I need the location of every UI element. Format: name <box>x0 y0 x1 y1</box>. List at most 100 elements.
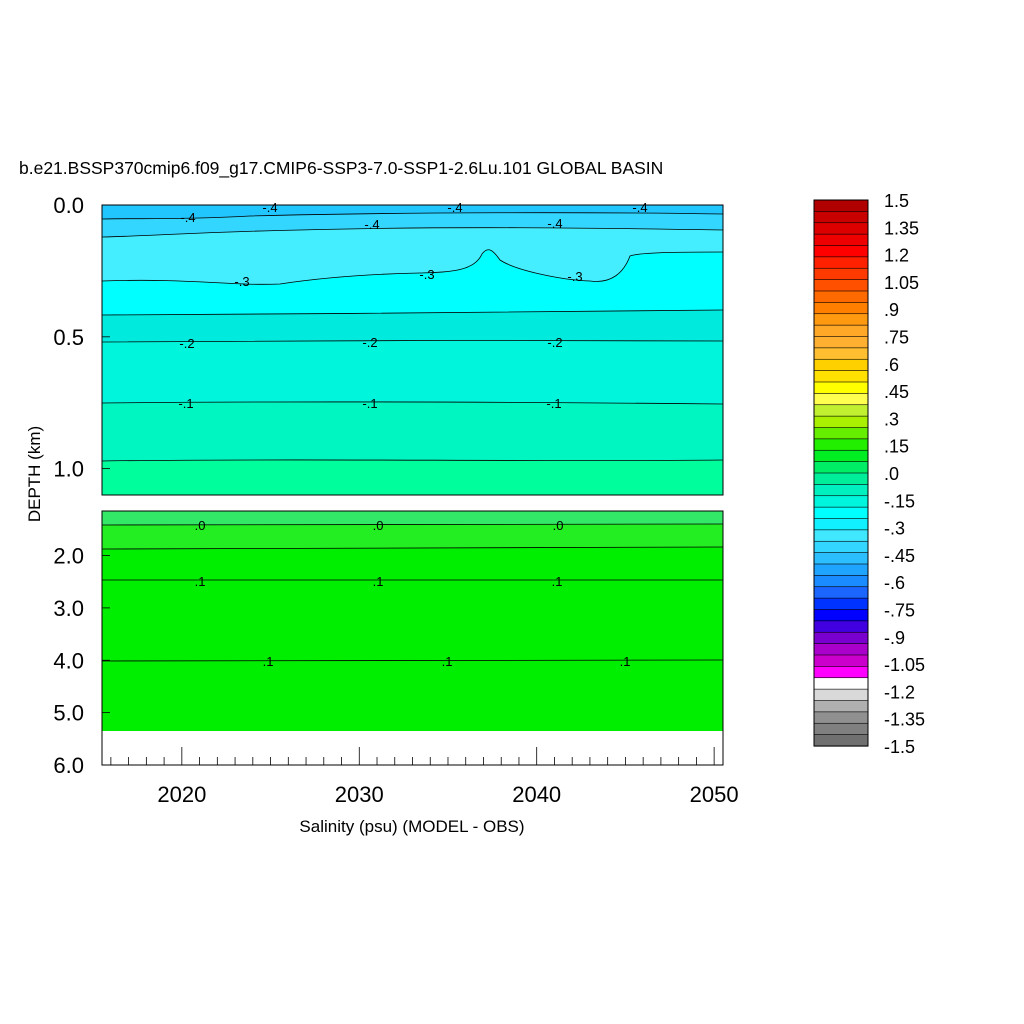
contour-label: -.3 <box>234 274 249 289</box>
contour-line <box>101 659 724 662</box>
colorbar-swatch <box>813 495 869 508</box>
colorbar-label: -.9 <box>884 628 905 648</box>
contour-label: -.2 <box>179 336 194 351</box>
colorbar-label: 1.35 <box>884 218 919 238</box>
colorbar-swatch <box>813 279 869 292</box>
colorbar-label: -1.05 <box>884 655 925 675</box>
colorbar-swatch <box>813 324 869 338</box>
colorbar-label: -.45 <box>884 546 915 566</box>
lower-depth-panel: .0 .0 .0 .1 .1 .1 .1 .1 .1 <box>101 510 724 766</box>
contour-band <box>102 511 723 525</box>
colorbar-swatch <box>813 233 869 247</box>
x-tick-label: 2030 <box>335 782 384 807</box>
colorbar-swatch <box>813 586 869 599</box>
contour-line <box>101 309 724 316</box>
y-axis: 0.0 0.5 1.0 2.0 3.0 4.0 5.0 6.0 <box>53 193 110 778</box>
colorbar-label: .6 <box>884 355 899 375</box>
colorbar-swatch <box>813 654 869 667</box>
contour-label: .1 <box>552 574 563 589</box>
colorbar-label: -1.5 <box>884 737 915 757</box>
colorbar-swatch <box>813 199 869 212</box>
contour-line <box>101 459 724 462</box>
colorbar-swatch <box>813 415 869 429</box>
contour-label: .0 <box>553 518 564 533</box>
x-axis-label: Salinity (psu) (MODEL - OBS) <box>299 817 524 836</box>
colorbar: 1.5 1.35 1.2 1.05 .9 .75 .6 .45 .3 .15 .0 -.15 -.3 -.… <box>813 191 925 757</box>
y-tick-label: 2.0 <box>53 544 84 569</box>
y-tick-label: 1.0 <box>53 457 84 482</box>
colorbar-swatch <box>813 722 869 736</box>
colorbar-swatch <box>813 302 869 315</box>
y-axis-label: DEPTH (km) <box>25 426 44 522</box>
colorbar-label: -1.2 <box>884 682 915 702</box>
contour-label: .1 <box>620 654 631 669</box>
contour-label: .0 <box>195 518 206 533</box>
contour-label: .1 <box>373 574 384 589</box>
contour-line <box>101 523 724 526</box>
colorbar-label: .9 <box>884 300 899 320</box>
colorbar-swatch <box>813 666 869 679</box>
contour-label: -.1 <box>546 396 561 411</box>
contour-label: .1 <box>263 654 274 669</box>
x-tick-label: 2050 <box>690 782 739 807</box>
x-tick-label: 2040 <box>512 782 561 807</box>
colorbar-swatch <box>813 677 869 690</box>
colorbar-label: 1.5 <box>884 191 909 211</box>
contour-line <box>101 227 724 238</box>
colorbar-swatch <box>813 506 869 520</box>
contour-label: -.4 <box>180 210 195 225</box>
contour-label: -.2 <box>547 335 562 350</box>
colorbar-label: -.6 <box>884 573 905 593</box>
y-tick-label: 0.5 <box>53 325 84 350</box>
colorbar-swatch <box>813 245 869 258</box>
colorbar-swatch <box>813 461 869 474</box>
colorbar-swatch <box>813 540 869 554</box>
contour-label: -.3 <box>567 269 582 284</box>
colorbar-swatch <box>813 336 869 349</box>
colorbar-swatch <box>813 688 869 702</box>
colorbar-swatch <box>813 404 869 417</box>
contour-label: -.4 <box>547 216 562 231</box>
colorbar-swatch <box>813 484 869 497</box>
contour-line <box>101 401 724 405</box>
contour-label: -.4 <box>632 200 647 215</box>
colorbar-frame <box>813 199 869 747</box>
colorbar-label: .3 <box>884 409 899 429</box>
colorbar-swatch <box>813 358 869 372</box>
x-tick-label: 2020 <box>157 782 206 807</box>
y-tick-label: 3.0 <box>53 596 84 621</box>
colorbar-swatch <box>813 563 869 576</box>
colorbar-swatch <box>813 518 869 531</box>
colorbar-swatch <box>813 438 869 451</box>
colorbar-label: .15 <box>884 437 909 457</box>
colorbar-label: -1.35 <box>884 710 925 730</box>
colorbar-swatch <box>813 222 869 235</box>
colorbar-label: -.75 <box>884 601 915 621</box>
contour-line <box>101 339 724 343</box>
contour-label: -.4 <box>447 200 462 215</box>
contour-label: .1 <box>195 574 206 589</box>
contour-label: .1 <box>442 654 453 669</box>
y-tick-label: 0.0 <box>53 193 84 218</box>
colorbar-swatch <box>813 597 869 611</box>
contour-label: -.3 <box>419 267 434 282</box>
contour-label: -.4 <box>262 200 277 215</box>
contour-label: .0 <box>373 518 384 533</box>
y-tick-label: 5.0 <box>53 701 84 726</box>
colorbar-swatch <box>813 552 869 565</box>
colorbar-swatch <box>813 643 869 656</box>
colorbar-label: -.3 <box>884 519 905 539</box>
colorbar-swatch <box>813 449 869 463</box>
contour-line <box>101 212 724 220</box>
y-tick-label: 6.0 <box>53 753 84 778</box>
contour-label: -.4 <box>364 217 379 232</box>
upper-panel-frame <box>101 204 724 496</box>
contour-line <box>101 249 724 285</box>
contour-label: -.1 <box>362 396 377 411</box>
colorbar-swatch <box>813 711 869 724</box>
colorbar-swatch <box>813 609 869 622</box>
colorbar-swatch <box>813 256 869 269</box>
colorbar-swatch <box>813 529 869 542</box>
colorbar-label: 1.2 <box>884 246 909 266</box>
